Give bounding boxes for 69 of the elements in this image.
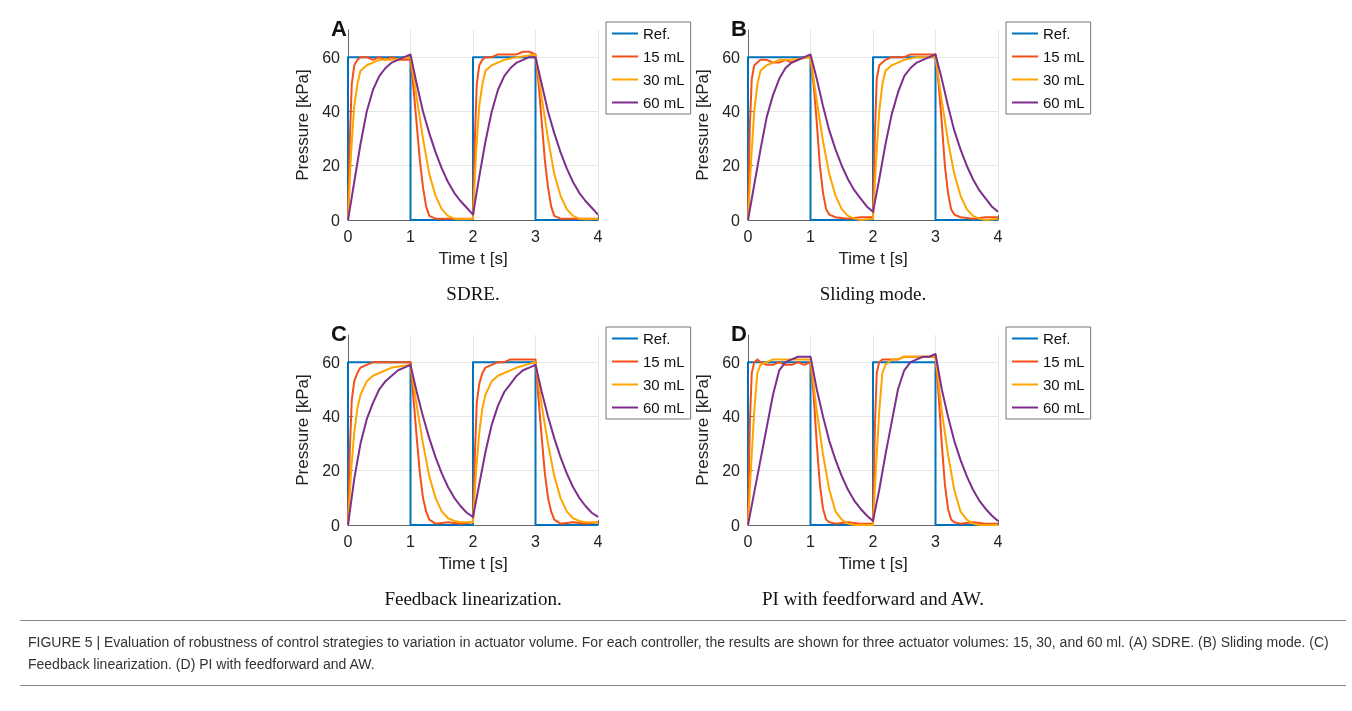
y-tick-label: 20	[722, 462, 741, 480]
legend-label: 30 mL	[1043, 71, 1085, 88]
y-tick-label: 0	[731, 516, 741, 534]
x-tick-label: 3	[531, 227, 541, 245]
text: SDRE.	[446, 283, 500, 304]
x-tick-label: 3	[531, 532, 541, 550]
x-tick-label: 1	[406, 532, 416, 550]
legend-label: 30 mL	[643, 71, 685, 88]
x-tick-label: 0	[343, 532, 353, 550]
x-axis-title: Time t [s]	[838, 554, 908, 573]
x-axis-title: Time t [s]	[838, 249, 908, 268]
legend-label: Ref.	[1043, 330, 1071, 347]
x-tick-label: 4	[593, 532, 603, 550]
x-tick-label: 2	[468, 532, 478, 550]
y-tick-label: 60	[722, 48, 741, 66]
x-tick-label: 4	[593, 227, 603, 245]
y-tick-label: 0	[331, 211, 341, 229]
y-tick-label: 0	[731, 211, 741, 229]
y-axis-title: Pressure [kPa]	[293, 69, 313, 181]
legend-label: 60 mL	[643, 399, 685, 416]
y-tick-label: 60	[322, 48, 341, 66]
legend-label: 15 mL	[643, 353, 685, 370]
chart-title: D	[731, 320, 747, 346]
legend-label: 60 mL	[1043, 399, 1085, 416]
chart-title: B	[731, 15, 747, 41]
y-axis-title: Pressure [kPa]	[693, 69, 713, 181]
y-tick-label: 20	[722, 157, 741, 175]
legend-label: 15 mL	[643, 48, 685, 65]
x-tick-label: 3	[931, 532, 941, 550]
x-tick-label: 0	[743, 227, 753, 245]
x-tick-label: 1	[806, 227, 816, 245]
legend-label: 30 mL	[1043, 376, 1085, 393]
x-tick-label: 2	[468, 227, 478, 245]
chart-title: A	[331, 15, 347, 41]
y-tick-label: 20	[322, 462, 341, 480]
x-tick-label: 2	[868, 532, 878, 550]
text: Feedback linearization.	[384, 588, 562, 609]
y-tick-label: 40	[722, 102, 741, 120]
x-tick-label: 2	[868, 227, 878, 245]
x-tick-label: 4	[993, 532, 1003, 550]
y-tick-label: 0	[331, 516, 341, 534]
caption: FIGURE 5 | Evaluation of robustness of control strategies to variation in actuator volume. For each controller, the results are shown for three actuator volumes: 15, 30, and 60 ml. (A) SDRE. (B) Sliding mode. (C) Feedback linearization. (D) PI with feedforward and AW.	[28, 633, 1330, 674]
x-tick-label: 1	[806, 532, 816, 550]
legend-label: 30 mL	[643, 376, 685, 393]
x-tick-label: 1	[406, 227, 416, 245]
legend-label: 15 mL	[1043, 48, 1085, 65]
x-axis-title: Time t [s]	[438, 249, 508, 268]
x-tick-label: 3	[931, 227, 941, 245]
y-tick-label: 40	[322, 407, 341, 425]
y-tick-label: 20	[322, 157, 341, 175]
y-tick-label: 60	[722, 353, 741, 371]
y-tick-label: 40	[322, 102, 341, 120]
legend-label: 15 mL	[1043, 353, 1085, 370]
text: Sliding mode.	[819, 283, 927, 304]
y-axis-title: Pressure [kPa]	[693, 374, 713, 486]
x-tick-label: 4	[993, 227, 1003, 245]
text: PI with feedforward and AW.	[761, 588, 985, 609]
x-tick-label: 0	[343, 227, 353, 245]
legend-label: Ref.	[643, 25, 671, 42]
chart-title: C	[331, 320, 347, 346]
legend-label: 60 mL	[1043, 94, 1085, 111]
legend-label: Ref.	[1043, 25, 1071, 42]
x-axis-title: Time t [s]	[438, 554, 508, 573]
legend-label: 60 mL	[643, 94, 685, 111]
y-axis-title: Pressure [kPa]	[293, 374, 313, 486]
x-tick-label: 0	[743, 532, 753, 550]
y-tick-label: 40	[722, 407, 741, 425]
y-tick-label: 60	[322, 353, 341, 371]
legend-label: Ref.	[643, 330, 671, 347]
